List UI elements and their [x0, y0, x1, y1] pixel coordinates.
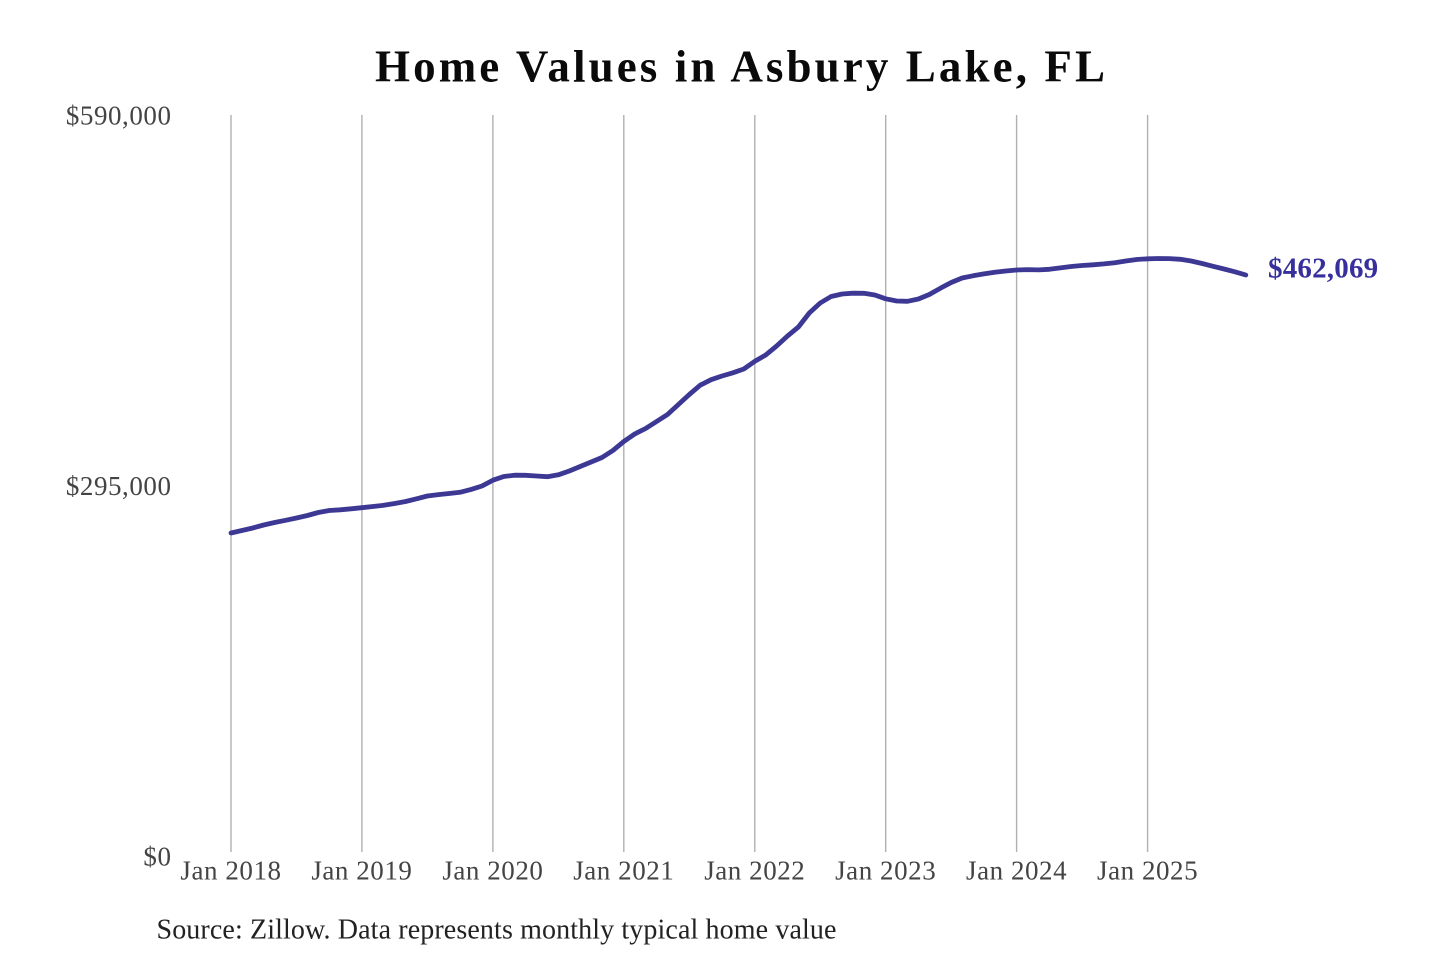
svg-text:Source: Zillow. Data represent: Source: Zillow. Data represents monthly …	[157, 915, 837, 946]
svg-text:Jan 2018: Jan 2018	[180, 856, 281, 886]
svg-text:Jan 2019: Jan 2019	[311, 856, 412, 886]
svg-text:$590,000: $590,000	[66, 101, 172, 131]
svg-text:Home Values in Asbury Lake, FL: Home Values in Asbury Lake, FL	[375, 42, 1108, 92]
svg-text:$462,069: $462,069	[1268, 252, 1378, 284]
svg-text:$295,000: $295,000	[66, 471, 172, 501]
svg-text:Jan 2024: Jan 2024	[966, 856, 1067, 886]
svg-text:Jan 2021: Jan 2021	[573, 856, 674, 886]
svg-text:Jan 2020: Jan 2020	[442, 856, 543, 886]
svg-text:Jan 2022: Jan 2022	[704, 856, 805, 886]
svg-text:Jan 2023: Jan 2023	[835, 856, 936, 886]
svg-text:Jan 2025: Jan 2025	[1097, 856, 1198, 886]
svg-text:$0: $0	[143, 841, 171, 871]
